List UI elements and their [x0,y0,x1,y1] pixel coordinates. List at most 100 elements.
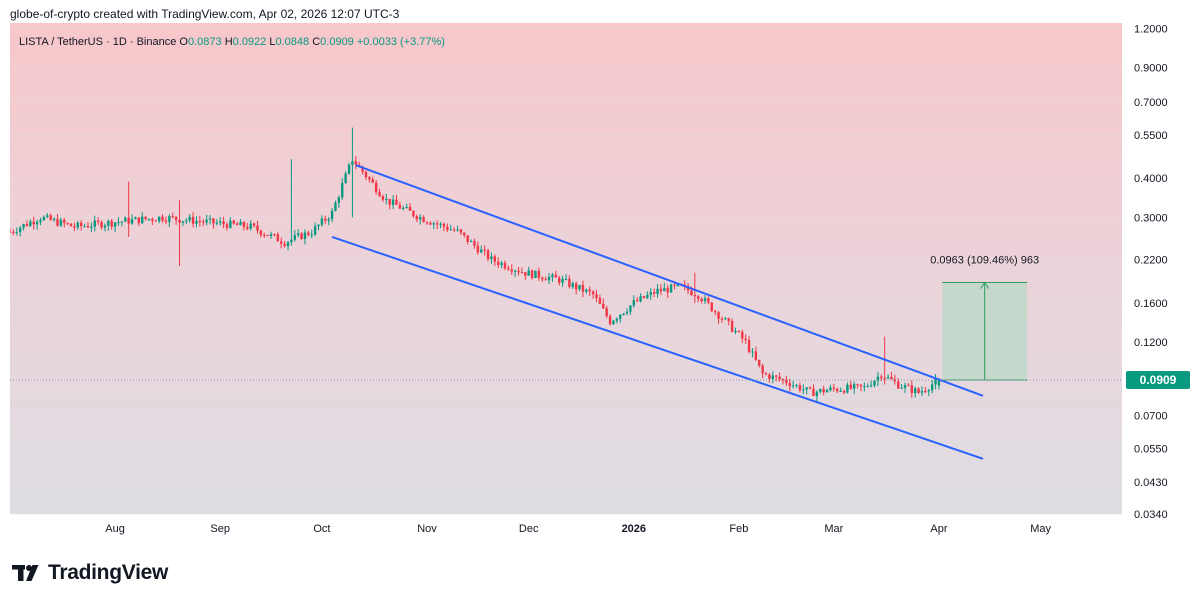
candle-body [252,223,256,226]
candle-body [307,232,310,235]
candle-body [666,288,669,293]
candle [412,210,415,218]
candle-body [639,296,642,302]
candle-body [83,226,86,228]
channel-lower-line [331,235,984,460]
candle-body [52,218,56,220]
candle [788,378,791,392]
candle-body [188,216,191,221]
candle-body [713,311,717,313]
candle-body [771,375,775,380]
candle [619,314,622,323]
candle [615,317,619,324]
candle [429,221,432,226]
candle-body [22,224,25,228]
time-axis[interactable] [10,514,1122,541]
candle-body [673,284,676,286]
candle [110,218,113,230]
price-axis-label: 0.2200 [1134,255,1168,267]
candle [452,227,456,232]
candle [903,382,907,394]
candle [364,170,368,181]
tradingview-brand[interactable]: TradingView [12,560,168,586]
candle [293,230,296,242]
candle-body [883,378,886,380]
candle [819,388,822,394]
candle [337,195,341,208]
candle [341,178,344,200]
candle-body [324,218,327,221]
candle-body [530,270,534,279]
candle [178,200,181,266]
candle-body [632,300,636,306]
candle [381,194,385,203]
ohlc-legend: LISTA / TetherUS · 1D · Binance O0.0873 … [19,36,445,48]
candle-body [120,221,124,223]
candle [490,252,493,264]
candle [890,371,893,380]
candle [639,293,642,303]
price-axis[interactable] [1122,23,1190,541]
candle-body [164,220,168,222]
candle-body [578,285,581,290]
candle [286,240,290,251]
candle [768,372,771,383]
candle-body [490,256,493,260]
candle [836,387,839,394]
plot-background [10,23,1122,514]
candle [822,385,825,396]
chart-credit: globe-of-crypto created with TradingView… [10,7,400,21]
candle [324,215,327,224]
candle [930,379,934,394]
candle-body [419,217,422,220]
candle-body [232,220,235,224]
legend-open-value: 0.0873 [187,36,222,48]
candle-body [225,224,229,228]
candle-body [235,223,239,226]
candle [151,217,154,225]
candle [876,371,880,387]
candle [263,232,266,238]
chart-frame[interactable]: 0.0963 (109.46%) 963 1.2000 0.9000 0.7000 0.… [10,23,1190,541]
candle [229,217,232,229]
candle [493,254,497,267]
candle [157,216,161,224]
candle [388,198,391,210]
candle [18,226,22,237]
candle-body [239,221,242,226]
candle [130,214,134,225]
candle [734,327,737,335]
candle-body [49,215,52,220]
candle-body [924,390,927,392]
candle-body [402,207,405,209]
candle-body [734,331,737,333]
time-axis-label: Feb [729,523,748,535]
candle-body [517,270,520,273]
candle [374,179,378,195]
candle [12,229,15,236]
candle [700,297,703,304]
candle [829,384,832,392]
current-price-tag-label: 0.0909 [1140,373,1177,387]
candle [59,217,63,227]
candle [205,214,208,226]
time-axis-label: Nov [417,523,437,535]
candle-body [198,220,202,222]
candle-body [273,234,276,236]
candle-body [635,300,639,302]
price-axis-label: 1.2000 [1134,24,1168,36]
candle [547,273,551,285]
candle-body [652,291,656,294]
candle-body [263,234,266,236]
candle-body [913,388,917,394]
candle-body [934,378,937,385]
chart-svg[interactable]: 0.0963 (109.46%) 963 1.2000 0.9000 0.7000 0.… [10,23,1190,541]
candle-body [558,277,561,283]
candle [90,222,93,233]
candle [913,386,917,398]
candle [120,220,124,227]
candle-body [361,166,364,172]
legend-close-label: C [312,36,321,48]
candle-body [703,298,707,302]
candle-body [510,269,513,272]
